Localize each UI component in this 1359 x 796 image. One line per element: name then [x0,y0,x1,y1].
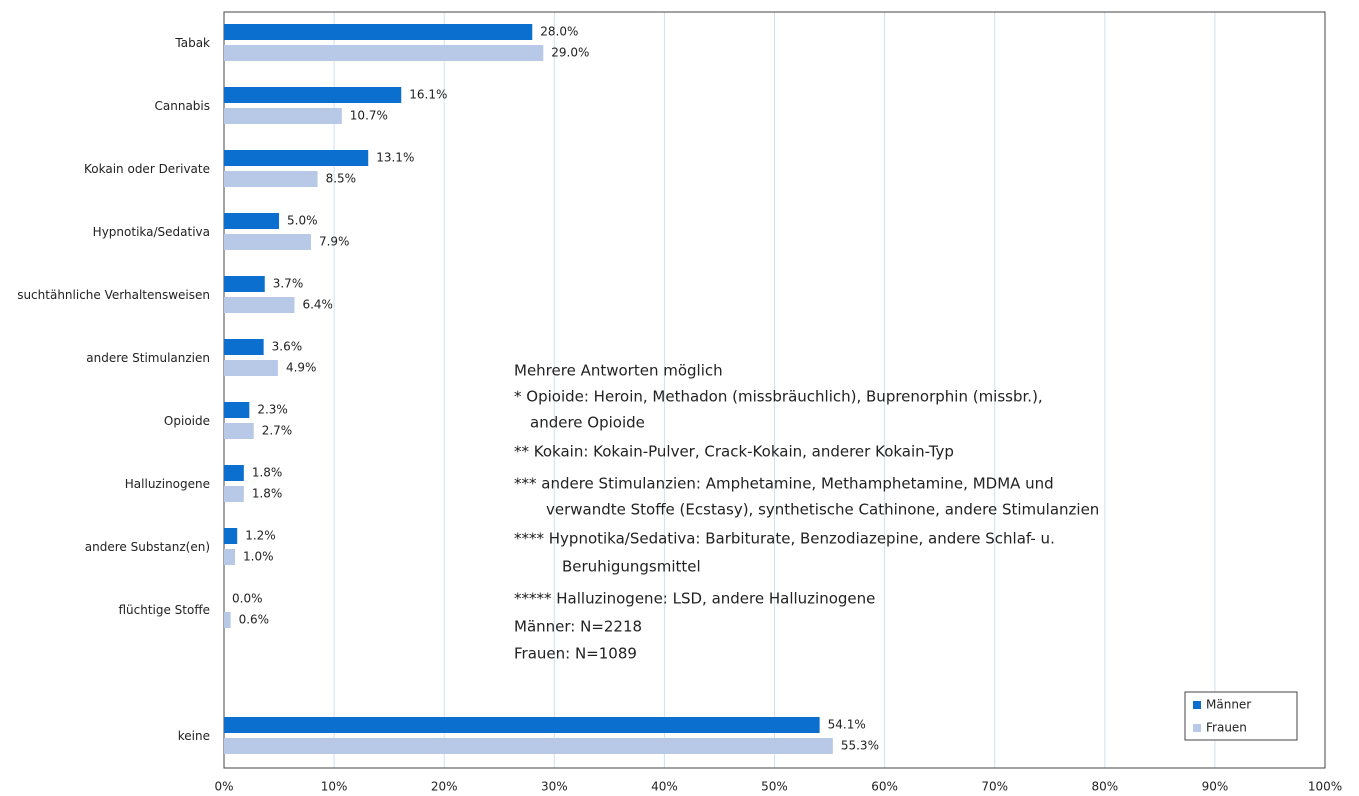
legend-swatch [1193,724,1201,732]
y-tick-label: Opioide [164,414,210,428]
value-label: 4.9% [286,361,317,375]
value-label: 2.7% [262,424,293,438]
legend-swatch [1193,701,1201,709]
value-label: 0.6% [239,613,270,627]
bar [224,360,278,376]
bar [224,423,254,439]
annotation: ***** Halluzinogene: LSD, andere Halluzi… [514,590,875,608]
value-label: 10.7% [350,109,388,123]
value-label: 55.3% [841,739,879,753]
y-tick-label: Hypnotika/Sedativa [93,225,210,239]
bar [224,150,369,166]
bar [224,213,280,229]
y-tick-label: Kokain oder Derivate [84,162,210,176]
y-tick-label: suchtähnliche Verhaltensweisen [17,288,210,302]
annotation: Mehrere Antworten möglich [514,362,723,380]
legend-label: Männer [1206,698,1251,712]
x-tick-label: 20% [431,780,458,794]
value-label: 6.4% [302,298,333,312]
legend-label: Frauen [1206,721,1247,735]
annotation: * Opioide: Heroin, Methadon (missbräuchl… [514,388,1043,406]
annotation: ** Kokain: Kokain-Pulver, Crack-Kokain, … [514,443,954,461]
x-tick-label: 40% [651,780,678,794]
bar [224,297,295,313]
x-tick-label: 0% [214,780,233,794]
y-tick-label: andere Stimulanzien [86,351,210,365]
value-label: 7.9% [319,235,350,249]
x-tick-label: 60% [871,780,898,794]
annotation: *** andere Stimulanzien: Amphetamine, Me… [514,475,1054,493]
x-tick-label: 70% [981,780,1008,794]
y-tick-label: Halluzinogene [125,477,210,491]
legend-box [1184,691,1298,741]
bar [224,486,244,502]
value-label: 1.8% [252,466,283,480]
bar [224,612,231,628]
y-tick-label: flüchtige Stoffe [118,603,210,617]
value-label: 13.1% [376,151,414,165]
x-tick-label: 80% [1091,780,1118,794]
value-label: 54.1% [828,718,866,732]
bar [224,87,402,103]
value-label: 29.0% [551,46,589,60]
value-label: 2.3% [257,403,288,417]
bar [224,549,236,565]
value-label: 0.0% [232,592,263,606]
value-label: 3.6% [272,340,303,354]
annotation: **** Hypnotika/Sedativa: Barbiturate, Be… [514,530,1055,548]
bar [224,528,238,544]
bar [224,738,833,754]
bar [224,276,265,292]
bar [224,108,342,124]
bar [224,402,250,418]
annotation: Frauen: N=1089 [514,645,637,663]
bar [224,339,264,355]
value-label: 3.7% [273,277,304,291]
annotation: Beruhigungsmittel [562,558,701,576]
annotation: Männer: N=2218 [514,618,642,636]
value-label: 1.8% [252,487,283,501]
x-tick-label: 50% [761,780,788,794]
value-label: 16.1% [409,88,447,102]
annotation: verwandte Stoffe (Ecstasy), synthetische… [546,501,1099,519]
annotation: andere Opioide [530,414,645,432]
y-tick-label: Cannabis [155,99,211,113]
bar [224,234,311,250]
x-tick-label: 10% [321,780,348,794]
value-label: 5.0% [287,214,318,228]
value-label: 8.5% [326,172,357,186]
value-label: 1.0% [243,550,274,564]
x-tick-label: 90% [1202,780,1229,794]
y-tick-label: keine [178,729,210,743]
bar [224,45,544,61]
bar [224,465,244,481]
bar [224,24,533,40]
value-label: 1.2% [245,529,276,543]
bar [224,171,318,187]
y-tick-label: andere Substanz(en) [85,540,210,554]
plot-border [223,11,1326,769]
y-tick-label: Tabak [174,36,210,50]
x-tick-label: 30% [541,780,568,794]
bar [224,717,820,733]
value-label: 28.0% [540,25,578,39]
x-tick-label: 100% [1308,780,1342,794]
